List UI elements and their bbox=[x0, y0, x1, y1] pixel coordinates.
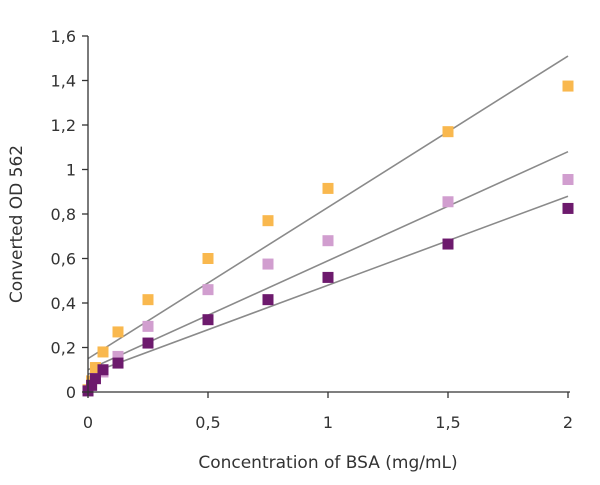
axes bbox=[87, 36, 570, 393]
data-point-series-2 bbox=[112, 350, 124, 362]
x-axis-ticks: 0 0,5 1 1,5 2 bbox=[83, 392, 573, 432]
y-tick-label: 1,6 bbox=[51, 27, 76, 46]
data-point-series-3 bbox=[322, 271, 334, 283]
data-point-series-1 bbox=[442, 126, 454, 138]
x-tick-label: 0 bbox=[83, 413, 93, 432]
y-tick-label: 0 bbox=[66, 383, 76, 402]
trendline-series-1 bbox=[87, 55, 569, 360]
data-point-series-3 bbox=[89, 373, 101, 385]
x-tick-label: 1,5 bbox=[435, 413, 460, 432]
data-point-series-1 bbox=[322, 182, 334, 194]
y-tick-label: 1 bbox=[66, 161, 76, 180]
x-tick-label: 0,5 bbox=[195, 413, 220, 432]
trendlines bbox=[87, 55, 569, 375]
trendline-series-3 bbox=[87, 195, 569, 375]
y-axis-label: Converted OD 562 bbox=[7, 145, 27, 303]
data-point-series-3 bbox=[86, 379, 98, 391]
data-point-series-1 bbox=[112, 326, 124, 338]
data-point-series-1 bbox=[97, 346, 109, 358]
data-point-series-2 bbox=[202, 284, 214, 296]
data-point-series-1 bbox=[89, 362, 101, 374]
x-axis-label: Concentration of BSA (mg/mL) bbox=[198, 453, 457, 473]
y-tick-label: 0,8 bbox=[51, 205, 76, 224]
y-tick-label: 0,4 bbox=[51, 294, 76, 313]
y-axis-ticks: 0 0,2 0,4 0,6 0,8 1 1,2 1,4 1,6 bbox=[51, 27, 88, 402]
data-point-series-3 bbox=[142, 337, 154, 349]
x-tick-label: 2 bbox=[563, 413, 573, 432]
data-point-series-2 bbox=[142, 320, 154, 332]
data-point-series-1 bbox=[262, 215, 274, 227]
trendline-series-2 bbox=[87, 150, 569, 371]
x-tick-label: 1 bbox=[323, 413, 333, 432]
data-point-series-2 bbox=[262, 258, 274, 270]
data-point-series-2 bbox=[562, 174, 574, 186]
y-tick-label: 0,2 bbox=[51, 339, 76, 358]
data-point-series-3 bbox=[442, 238, 454, 250]
data-point-series-1 bbox=[562, 80, 574, 92]
y-tick-label: 1,2 bbox=[51, 116, 76, 135]
data-point-series-3 bbox=[562, 202, 574, 214]
data-point-series-3 bbox=[97, 364, 109, 376]
y-tick-label: 1,4 bbox=[51, 72, 76, 91]
data-point-series-3 bbox=[202, 314, 214, 326]
data-point-series-1 bbox=[142, 294, 154, 306]
data-point-series-2 bbox=[442, 196, 454, 208]
y-tick-label: 0,6 bbox=[51, 250, 76, 269]
data-point-series-3 bbox=[112, 357, 124, 369]
data-point-series-3 bbox=[262, 294, 274, 306]
data-point-series-1 bbox=[202, 253, 214, 264]
data-point-series-2 bbox=[322, 235, 334, 247]
